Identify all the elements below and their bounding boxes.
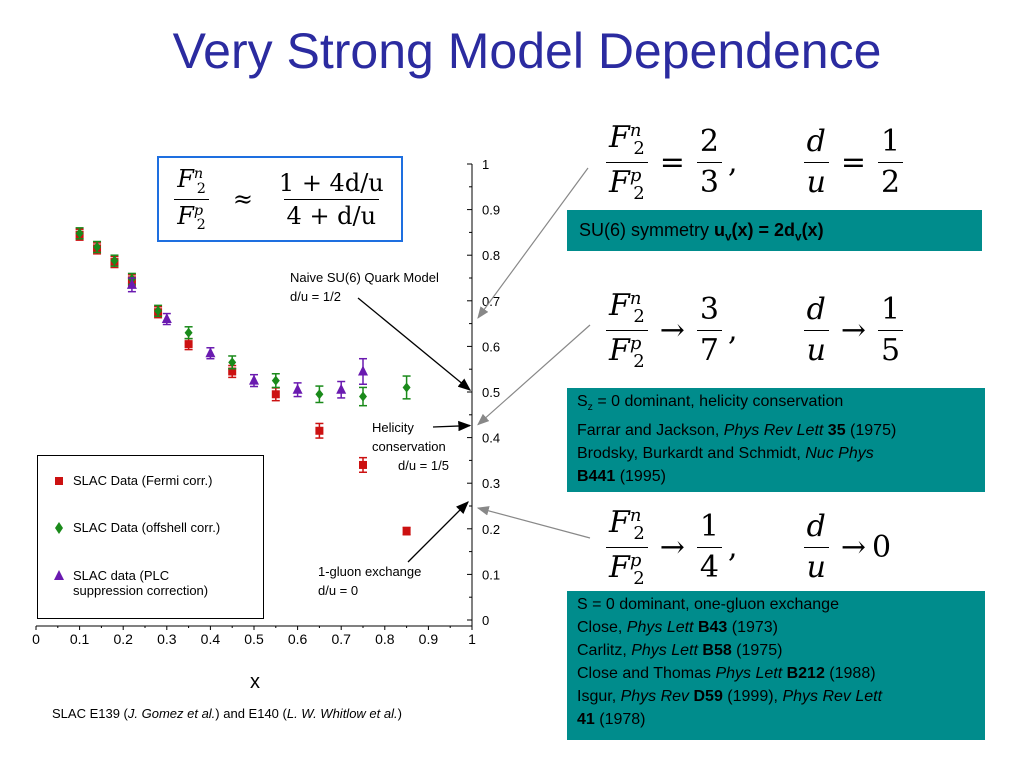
data-point-diamond xyxy=(402,382,411,393)
data-point-diamond xyxy=(315,389,324,400)
legend-marker-fermi xyxy=(55,477,63,485)
y-tick-label: 0.9 xyxy=(482,203,500,218)
data-point-triangle xyxy=(336,383,347,394)
y-tick-label: 1 xyxy=(482,157,489,172)
data-point-diamond xyxy=(75,228,84,239)
data-point-diamond xyxy=(184,327,193,338)
x-tick-label: 0 xyxy=(32,631,40,647)
arrow-gluon xyxy=(407,501,469,563)
data-point-diamond xyxy=(271,375,280,386)
data-point-square xyxy=(184,340,193,349)
y-tick-label: 0.3 xyxy=(482,476,500,491)
x-tick-label: 0.9 xyxy=(419,631,439,647)
helicity-box: Sz = 0 dominant, helicity conservation F… xyxy=(567,388,985,492)
chart-marks xyxy=(75,227,411,536)
x-tick-label: 0.3 xyxy=(157,631,177,647)
chart-axes: 0 0.1 0.2 0.3 0.4 0.5 0.6 0.7 0.8 0.9 100.10.20.30… xyxy=(32,157,500,693)
approx-sign: ≈ xyxy=(232,185,253,213)
su6-box: SU(6) symmetry uv(x) = 2dv(x) xyxy=(567,210,982,251)
x-tick-label: 0.5 xyxy=(244,631,264,647)
data-point-square xyxy=(402,527,411,536)
data-point-triangle xyxy=(249,374,259,385)
pointer-gluon xyxy=(476,506,591,539)
chart-legend: SLAC Data (Fermi corr.) SLAC Data (offsh… xyxy=(37,455,264,619)
y-tick-label: 0 xyxy=(482,613,489,628)
x-tick-label: 0.4 xyxy=(201,631,221,647)
data-point-triangle xyxy=(292,383,303,394)
legend-marker-offshell xyxy=(55,522,63,534)
data-point-square xyxy=(271,390,280,399)
data-point-diamond xyxy=(228,357,237,368)
y-tick-label: 0.7 xyxy=(482,294,500,309)
pointer-su6 xyxy=(477,167,589,319)
data-point-triangle xyxy=(126,278,137,289)
annotation-helicity: Helicity conservation d/u = 1/5 xyxy=(372,420,449,473)
data-point-diamond xyxy=(110,255,119,266)
legend-label-fermi: SLAC Data (Fermi corr.) xyxy=(73,473,213,488)
arrow-helicity xyxy=(432,420,472,432)
annotation-arrows xyxy=(357,167,591,563)
data-point-square xyxy=(315,426,324,435)
y-tick-label: 0.8 xyxy=(482,248,500,263)
pointer-helicity xyxy=(477,324,591,426)
series-diamond xyxy=(75,227,411,407)
series-triangle xyxy=(126,277,368,399)
data-point-square xyxy=(359,460,367,469)
x-tick-label: 0.6 xyxy=(288,631,308,647)
x-tick-label: 0.8 xyxy=(375,631,395,647)
ratio-formula: Fn2 Fp2 ≈ 1 + 4d/u 4 + d/u xyxy=(157,156,403,242)
y-tick-label: 0.6 xyxy=(482,339,500,354)
x-tick-label: 0.7 xyxy=(331,631,351,647)
gluon-box: S = 0 dominant, one-gluon exchange Close… xyxy=(567,591,985,740)
legend-marker-plc xyxy=(54,570,64,580)
page-title: Very Strong Model Dependence xyxy=(172,23,882,79)
x-tick-label: 0.2 xyxy=(113,631,133,647)
data-point-square xyxy=(228,367,237,376)
x-axis-label: x xyxy=(250,671,260,693)
y-tick-label: 0.4 xyxy=(482,431,500,446)
x-tick-label: 0.1 xyxy=(70,631,90,647)
data-point-triangle xyxy=(161,313,172,324)
legend-label-plc: SLAC data (PLC suppression correction) xyxy=(73,568,209,598)
citation: SLAC E139 (J. Gomez et al.) and E140 (L.… xyxy=(52,706,402,721)
data-point-diamond xyxy=(93,241,102,252)
annotation-su6: Naive SU(6) Quark Model d/u = 1/2 xyxy=(290,270,439,304)
y-tick-label: 0.1 xyxy=(482,567,500,582)
y-tick-label: 0.5 xyxy=(482,385,500,400)
arrow-su6 xyxy=(357,297,472,391)
data-point-triangle xyxy=(358,365,368,376)
formula-rhs: 1 + 4d/u 4 + d/u xyxy=(278,168,384,230)
data-point-triangle xyxy=(205,347,216,358)
data-point-diamond xyxy=(154,305,163,316)
legend-label-offshell: SLAC Data (offshell corr.) xyxy=(73,520,221,535)
x-tick-label: 1 xyxy=(468,631,476,647)
annotation-gluon: 1-gluon exchange d/u = 0 xyxy=(318,564,422,598)
y-tick-label: 0.2 xyxy=(482,522,500,537)
data-point-diamond xyxy=(359,391,367,402)
formula-lhs: Fn2 Fp2 xyxy=(174,165,209,233)
